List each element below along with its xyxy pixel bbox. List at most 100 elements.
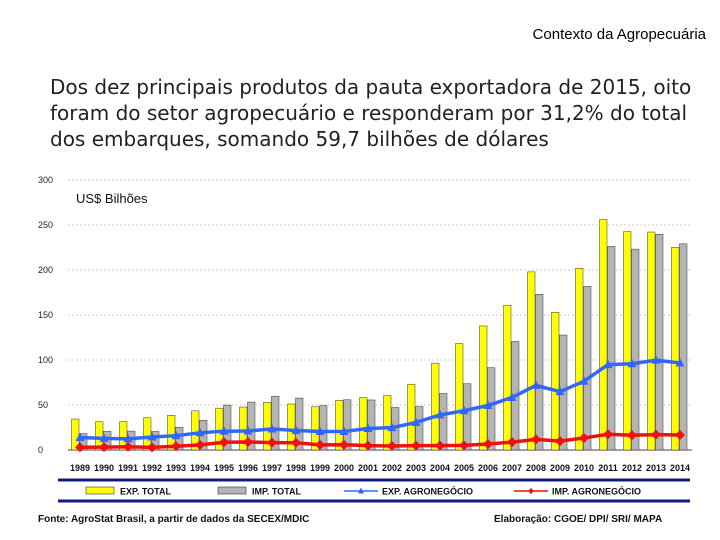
point-exp-agroneg-cio-2006 — [483, 400, 493, 409]
x-tick-label: 2001 — [358, 463, 378, 473]
point-exp-agroneg-cio-2008 — [531, 380, 541, 389]
bar-imp-total-2012 — [631, 248, 640, 451]
x-tick-label: 2014 — [670, 463, 690, 473]
chart-unit-label: US$ Bilhões — [76, 191, 148, 206]
x-tick-label: 1990 — [94, 463, 114, 473]
bar-imp-total-2011 — [607, 246, 616, 451]
source-note: Fonte: AgroStat Brasil, a partir de dado… — [38, 514, 309, 525]
point-imp-agroneg-cio-1989 — [75, 442, 85, 453]
y-tick-label: 100 — [38, 355, 53, 365]
point-exp-agroneg-cio-1991 — [123, 433, 133, 443]
point-exp-agroneg-cio-2013 — [651, 355, 661, 364]
point-imp-agroneg-cio-2004 — [435, 440, 445, 451]
point-imp-agroneg-cio-1994 — [195, 439, 205, 450]
point-imp-agroneg-cio-1998 — [291, 437, 301, 448]
point-exp-agroneg-cio-2009 — [555, 386, 565, 396]
point-exp-agroneg-cio-1989 — [75, 432, 85, 441]
x-tick-label: 1994 — [190, 463, 210, 473]
x-tick-label: 2000 — [334, 463, 354, 473]
point-exp-agroneg-cio-1990 — [99, 433, 109, 442]
x-tick-label: 1998 — [286, 463, 306, 473]
bar-imp-total-2008 — [535, 294, 544, 451]
y-tick-label: 300 — [38, 175, 53, 185]
point-imp-agroneg-cio-2003 — [411, 440, 421, 451]
point-imp-agroneg-cio-1997 — [267, 437, 277, 448]
point-exp-agroneg-cio-2003 — [411, 417, 421, 426]
bar-imp-total-1998 — [295, 397, 304, 451]
x-tick-label: 2013 — [646, 463, 666, 473]
x-tick-label: 1989 — [70, 463, 90, 473]
legend-marker-imp-agroneg-cio — [528, 488, 534, 494]
point-exp-agroneg-cio-1994 — [195, 427, 205, 437]
point-imp-agroneg-cio-1999 — [315, 439, 325, 450]
point-imp-agroneg-cio-1995 — [219, 437, 229, 448]
point-exp-agroneg-cio-1997 — [267, 423, 277, 433]
point-exp-agroneg-cio-1996 — [243, 426, 253, 435]
point-imp-agroneg-cio-1990 — [99, 442, 109, 453]
y-tick-label: 50 — [38, 400, 48, 410]
x-tick-label: 1991 — [118, 463, 138, 473]
point-imp-agroneg-cio-1991 — [123, 441, 133, 452]
x-tick-label: 1992 — [142, 463, 162, 473]
point-imp-agroneg-cio-2009 — [555, 436, 565, 447]
point-imp-agroneg-cio-2013 — [651, 429, 661, 440]
point-imp-agroneg-cio-2006 — [483, 438, 493, 449]
bar-imp-total-1992 — [151, 431, 160, 451]
point-exp-agroneg-cio-2011 — [603, 359, 613, 369]
legend-label-exp-agroneg-cio: EXP. AGRONEGÓCIO — [382, 486, 473, 497]
bar-exp-total-2004 — [431, 362, 440, 451]
point-imp-agroneg-cio-2005 — [459, 440, 469, 451]
point-imp-agroneg-cio-2014 — [675, 430, 685, 441]
bar-exp-total-2009 — [551, 312, 560, 451]
x-tick-label: 2009 — [550, 463, 570, 473]
x-tick-label: 2011 — [598, 463, 618, 473]
point-exp-agroneg-cio-2007 — [507, 392, 517, 401]
bar-exp-total-1999 — [311, 406, 320, 451]
point-exp-agroneg-cio-1998 — [291, 425, 301, 435]
y-tick-label: 250 — [38, 220, 53, 230]
point-exp-agroneg-cio-1992 — [147, 431, 157, 441]
bar-imp-total-1996 — [247, 401, 256, 451]
point-imp-agroneg-cio-1996 — [243, 436, 253, 447]
bar-imp-total-2000 — [343, 399, 352, 451]
x-tick-label: 1996 — [238, 463, 258, 473]
legend-label-imp-total: IMP. TOTAL — [252, 487, 302, 497]
point-exp-agroneg-cio-2001 — [363, 423, 373, 432]
bar-imp-total-1989 — [79, 433, 88, 451]
legend-label-exp-total: EXP. TOTAL — [120, 487, 172, 497]
bar-exp-total-2010 — [575, 268, 584, 451]
intro-text: Dos dez principais produtos da pauta exp… — [50, 75, 692, 151]
bar-imp-total-1997 — [271, 395, 280, 451]
bar-exp-total-2002 — [383, 395, 392, 451]
bar-exp-total-2007 — [503, 305, 512, 451]
y-tick-label: 0 — [38, 445, 43, 455]
x-tick-label: 1995 — [214, 463, 234, 473]
point-exp-agroneg-cio-2002 — [387, 422, 397, 432]
point-exp-agroneg-cio-1995 — [219, 426, 229, 435]
point-imp-agroneg-cio-2000 — [339, 439, 349, 450]
chart-gridlines — [68, 179, 692, 451]
legend-swatch-imp-total — [217, 486, 247, 495]
chart-y-axis: 0 50 100 150 200 250 300 — [38, 175, 53, 455]
x-tick-label: 2003 — [406, 463, 426, 473]
bar-exp-total-2012 — [623, 231, 632, 451]
line-exp-agroneg-cio — [79, 358, 681, 441]
bar-exp-total-2000 — [335, 400, 344, 451]
x-tick-label: 1999 — [310, 463, 330, 473]
point-imp-agroneg-cio-2007 — [507, 437, 517, 448]
bar-exp-total-2011 — [599, 219, 608, 451]
point-imp-agroneg-cio-1993 — [171, 441, 181, 452]
point-imp-agroneg-cio-1992 — [147, 442, 157, 453]
bar-imp-total-2010 — [583, 286, 592, 451]
point-imp-agroneg-cio-2012 — [627, 430, 637, 441]
point-exp-agroneg-cio-1999 — [315, 426, 325, 436]
x-tick-label: 2007 — [502, 463, 522, 473]
bar-exp-total-2001 — [359, 397, 368, 451]
point-imp-agroneg-cio-2008 — [531, 434, 541, 445]
legend-swatch-exp-total — [85, 486, 115, 495]
x-tick-label: 2010 — [574, 463, 594, 473]
x-tick-label: 2002 — [382, 463, 402, 473]
legend-label-imp-agroneg-cio: IMP. AGRONEGÓCIO — [552, 486, 641, 497]
point-imp-agroneg-cio-2010 — [579, 432, 589, 443]
